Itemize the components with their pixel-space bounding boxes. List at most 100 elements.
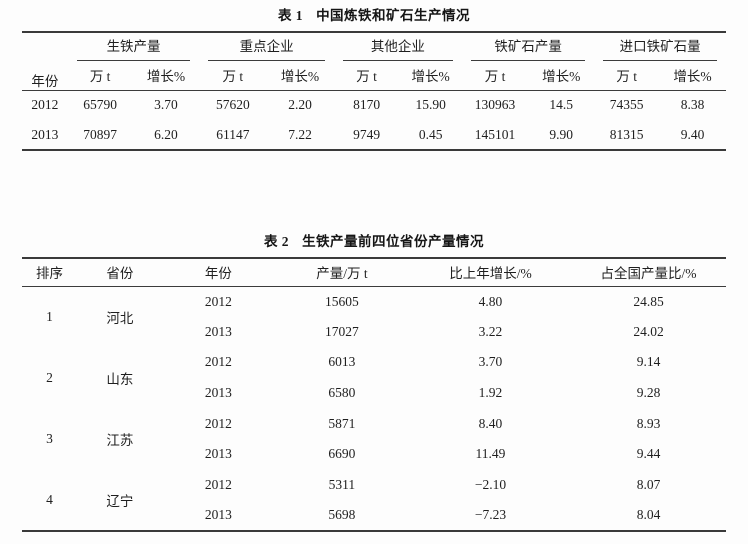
table1-subheader-growth: 增长% bbox=[659, 61, 726, 91]
table1-subheader-amount: 万 t bbox=[333, 61, 400, 91]
table-row: 2013 6690 11.49 9.44 bbox=[22, 439, 726, 470]
table1: 年份 生铁产量 重点企业 其他企业 铁矿石产量 进口铁矿石量 万 t 增长% 万… bbox=[22, 31, 726, 151]
table2-header-share: 占全国产量比/% bbox=[571, 258, 726, 287]
table1-subheader-growth: 增长% bbox=[399, 61, 462, 91]
table1-group-imported-ore: 进口铁矿石量 bbox=[594, 32, 726, 61]
output-cell: 15605 bbox=[325, 293, 359, 309]
output-cell: 17027 bbox=[325, 323, 359, 339]
table2-caption-label: 表 2 bbox=[263, 234, 290, 249]
table2-header-output: 产量/万 t bbox=[274, 258, 410, 287]
year-cell: 2013 bbox=[204, 446, 232, 462]
growth-cell: 3.22 bbox=[478, 323, 503, 339]
table-row: 2013 70897 6.20 61147 7.22 9749 0.45 145… bbox=[22, 120, 726, 150]
value-cell: 74355 bbox=[609, 97, 644, 113]
table1-subheader-amount: 万 t bbox=[67, 61, 133, 91]
table1-group-pig-iron: 生铁产量 bbox=[68, 32, 200, 61]
growth-cell: 8.40 bbox=[478, 415, 503, 431]
output-cell: 5698 bbox=[328, 506, 356, 522]
table-row: 2 山东 2012 6013 3.70 9.14 bbox=[22, 347, 726, 386]
share-cell: 8.93 bbox=[636, 415, 661, 431]
year-cell: 2012 bbox=[204, 476, 232, 492]
output-cell: 6580 bbox=[328, 385, 356, 401]
growth-cell: 11.49 bbox=[475, 446, 506, 462]
value-cell: 8.38 bbox=[680, 97, 705, 113]
growth-cell: 4.80 bbox=[478, 293, 503, 309]
share-cell: 24.85 bbox=[633, 293, 664, 309]
table1-subheader-growth: 增长% bbox=[528, 61, 595, 91]
province-cell: 河北 bbox=[106, 310, 134, 326]
growth-cell: 1.92 bbox=[478, 385, 503, 401]
table-row: 2013 5698 −7.23 8.04 bbox=[22, 500, 726, 531]
table-row: 1 河北 2012 15605 4.80 24.85 bbox=[22, 286, 726, 326]
table1-group-pig-iron-label: 生铁产量 bbox=[76, 35, 191, 61]
growth-cell: −2.10 bbox=[474, 476, 507, 492]
table1-subheader-amount: 万 t bbox=[461, 61, 529, 91]
value-cell: 0.45 bbox=[418, 126, 443, 142]
value-cell: 70897 bbox=[83, 126, 117, 142]
share-cell: 8.04 bbox=[636, 506, 661, 522]
table1-block: 表 1 中国炼铁和矿石生产情况 年份 生铁产量 重点企业 其他企业 铁矿石产量 进… bbox=[22, 6, 726, 151]
table-row: 2012 65790 3.70 57620 2.20 8170 15.90 13… bbox=[22, 90, 726, 120]
table1-subheader-growth: 增长% bbox=[266, 61, 334, 91]
province-cell: 江苏 bbox=[106, 432, 134, 448]
year-cell: 2013 bbox=[204, 323, 232, 339]
province-cell: 山东 bbox=[106, 371, 134, 387]
table1-subheader-amount: 万 t bbox=[594, 61, 660, 91]
table1-subheader-amount: 万 t bbox=[199, 61, 267, 91]
year-cell: 2012 bbox=[31, 97, 59, 113]
year-cell: 2013 bbox=[204, 506, 232, 522]
table2-caption-text: 生铁产量前四位省份产量情况 bbox=[302, 234, 485, 249]
table1-group-imported-ore-label: 进口铁矿石量 bbox=[603, 35, 717, 61]
table2-header-year: 年份 bbox=[162, 258, 274, 287]
year-cell: 2012 bbox=[204, 293, 232, 309]
table1-group-key-enterprises: 重点企业 bbox=[199, 32, 333, 61]
province-cell: 辽宁 bbox=[106, 493, 134, 509]
table1-group-iron-ore: 铁矿石产量 bbox=[462, 32, 594, 61]
rank-cell: 2 bbox=[46, 369, 53, 385]
value-cell: 130963 bbox=[474, 97, 516, 113]
table1-caption-text: 中国炼铁和矿石生产情况 bbox=[316, 8, 471, 23]
table1-caption-label: 表 1 bbox=[277, 8, 304, 23]
table-row: 2013 6580 1.92 9.28 bbox=[22, 378, 726, 409]
table2-caption: 表 2 生铁产量前四位省份产量情况 bbox=[22, 232, 726, 252]
table2-block: 表 2 生铁产量前四位省份产量情况 排序 省份 年份 产量/万 t 比上年增长/%… bbox=[22, 232, 726, 532]
output-cell: 5311 bbox=[328, 476, 356, 492]
value-cell: 6.20 bbox=[154, 126, 178, 142]
growth-cell: 3.70 bbox=[478, 354, 503, 370]
table1-subheader-growth: 增长% bbox=[132, 61, 200, 91]
value-cell: 65790 bbox=[83, 97, 117, 113]
value-cell: 2.20 bbox=[288, 97, 312, 113]
table2: 排序 省份 年份 产量/万 t 比上年增长/% 占全国产量比/% 1 河北 20… bbox=[22, 257, 726, 532]
growth-cell: −7.23 bbox=[474, 506, 507, 522]
year-cell: 2012 bbox=[204, 354, 232, 370]
value-cell: 57620 bbox=[215, 97, 250, 113]
table1-group-other-enterprises-label: 其他企业 bbox=[342, 35, 453, 61]
share-cell: 9.28 bbox=[636, 385, 661, 401]
table-row: 3 江苏 2012 5871 8.40 8.93 bbox=[22, 408, 726, 448]
value-cell: 9.40 bbox=[680, 126, 705, 142]
value-cell: 3.70 bbox=[154, 97, 178, 113]
value-cell: 15.90 bbox=[415, 97, 446, 113]
year-cell: 2013 bbox=[31, 126, 59, 142]
year-cell: 2012 bbox=[204, 415, 232, 431]
value-cell: 14.5 bbox=[549, 97, 574, 113]
rank-cell: 4 bbox=[46, 491, 53, 507]
table2-header-rank: 排序 bbox=[22, 258, 77, 287]
share-cell: 24.02 bbox=[633, 323, 664, 339]
output-cell: 5871 bbox=[328, 415, 356, 431]
year-cell: 2013 bbox=[204, 385, 232, 401]
value-cell: 145101 bbox=[474, 126, 516, 142]
value-cell: 9.90 bbox=[549, 126, 574, 142]
output-cell: 6013 bbox=[328, 354, 356, 370]
value-cell: 9749 bbox=[353, 126, 381, 142]
rank-cell: 3 bbox=[46, 430, 53, 446]
table-row: 2013 17027 3.22 24.02 bbox=[22, 317, 726, 348]
share-cell: 9.14 bbox=[636, 354, 661, 370]
output-cell: 6690 bbox=[328, 446, 356, 462]
table2-header-province: 省份 bbox=[76, 258, 163, 287]
table1-group-iron-ore-label: 铁矿石产量 bbox=[470, 35, 586, 61]
table-row: 4 辽宁 2012 5311 −2.10 8.07 bbox=[22, 470, 726, 509]
table1-group-header-row: 年份 生铁产量 重点企业 其他企业 铁矿石产量 进口铁矿石量 bbox=[22, 32, 726, 91]
share-cell: 9.44 bbox=[636, 446, 661, 462]
